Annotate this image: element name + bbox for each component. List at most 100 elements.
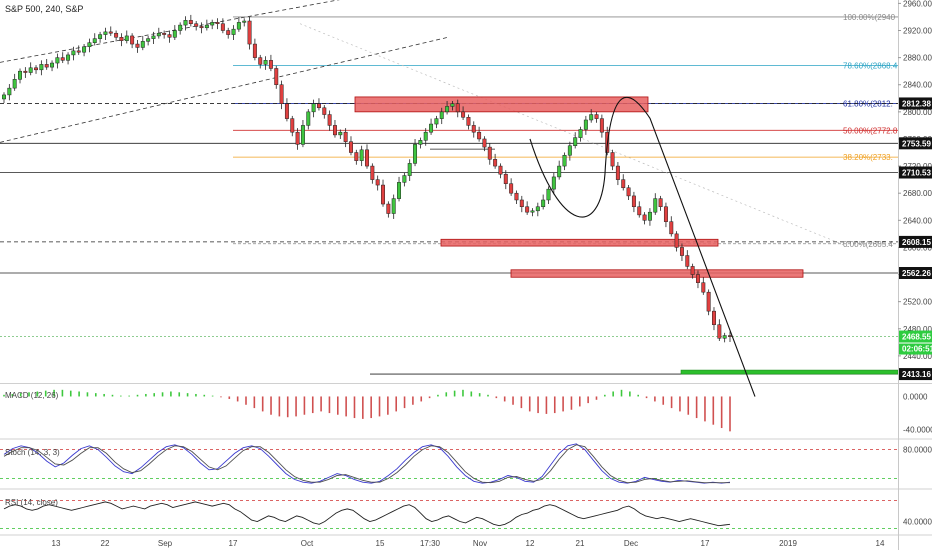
price-zone	[440, 238, 719, 247]
candle-down	[610, 152, 615, 167]
fib-level-label: 100.00%(2940	[843, 13, 896, 22]
candle-down	[461, 111, 466, 118]
grid	[0, 383, 932, 536]
candle-down	[728, 335, 732, 337]
candle-down	[701, 282, 706, 293]
candle-up	[530, 210, 535, 213]
candle-down	[685, 255, 690, 267]
candle-down	[594, 114, 599, 119]
candle-down	[284, 103, 289, 119]
candle-up	[445, 106, 450, 113]
chart-title: S&P 500, 240, S&P	[5, 4, 83, 14]
date-label: 2019	[779, 539, 797, 548]
price-badges: 2812.38 2753.59 2710.53 2608.15 2562.26 2413.…	[899, 97, 932, 381]
candle-up	[423, 131, 428, 141]
fib-level-label: 61.80%(2812.	[843, 99, 893, 108]
candle-down	[690, 266, 695, 275]
candle-up	[338, 131, 343, 136]
last-price-label: 2468.55	[902, 333, 931, 342]
candle-down	[477, 131, 482, 140]
date-label: Dec	[624, 539, 638, 548]
stoch-tick-label: 80.0000	[903, 446, 932, 455]
last-price-badge	[899, 330, 932, 343]
candle-down	[188, 20, 193, 24]
candle-down	[717, 324, 722, 339]
price-axis: 2960.002920.002880.002840.002800.002760.…	[898, 0, 932, 550]
price-badge	[899, 368, 932, 381]
candle-down	[258, 57, 263, 65]
candle-up	[210, 22, 215, 26]
candle-up	[98, 34, 103, 39]
price-badge	[899, 267, 932, 280]
candle-up	[124, 35, 129, 41]
candle-up	[242, 20, 247, 23]
countdown-badge	[899, 343, 932, 355]
supply-demand-zones	[354, 96, 804, 278]
rsi-label: RSI (14, close)	[5, 498, 58, 507]
candle-down	[706, 291, 711, 312]
candle-down	[679, 247, 684, 256]
cup-drawing	[529, 96, 756, 397]
cup-curve	[529, 96, 756, 397]
price-badge	[899, 235, 932, 248]
demand-base	[680, 369, 899, 375]
candle-down	[108, 31, 113, 34]
candle-down	[599, 118, 604, 133]
candle-up	[71, 50, 76, 56]
candle-up	[183, 20, 188, 26]
stoch-label: Stoch (14, 3, 3)	[5, 448, 60, 457]
candle-up	[450, 103, 455, 107]
candle-down	[669, 221, 674, 235]
candle-up	[429, 123, 434, 133]
candle-up	[562, 154, 567, 167]
candle-up	[87, 42, 92, 48]
candle-down	[199, 26, 204, 29]
candle-up	[178, 24, 183, 31]
candle-down	[332, 125, 337, 136]
candle-down	[252, 43, 257, 58]
date-label: 22	[101, 539, 110, 548]
candle-down	[663, 206, 668, 222]
candle-up	[306, 111, 311, 126]
candle-down	[220, 23, 225, 31]
date-label: Nov	[473, 539, 487, 548]
candle-down	[471, 125, 476, 133]
candle-down	[114, 32, 119, 38]
candle-up	[541, 199, 546, 208]
candle-up	[140, 41, 145, 48]
fib-level-label: 50.00%(2772.8	[843, 126, 898, 135]
price-badge	[899, 97, 932, 110]
candle-up	[236, 22, 241, 30]
candle-down	[621, 179, 626, 189]
candle-down	[167, 34, 172, 38]
price-tick-label: 2440.00	[903, 352, 932, 361]
time-axis: 13 22 Sep 17 Oct 15 17:30 Nov 12 21 Dec 17 2019 14	[52, 539, 885, 548]
date-label: 13	[52, 539, 61, 548]
price-zone	[354, 96, 649, 113]
macd-label: MACD (12, 26)	[5, 391, 59, 400]
candle-up	[172, 30, 177, 38]
price-tick-label: 2680.00	[903, 189, 932, 198]
candle-down	[637, 206, 642, 216]
candle-down	[23, 70, 28, 73]
price-tick-label: 2480.00	[903, 325, 932, 334]
candle-down	[343, 131, 348, 142]
candle-up	[653, 198, 658, 213]
candle-up	[535, 206, 540, 212]
candle-up	[103, 31, 108, 35]
candle-up	[50, 62, 55, 68]
rsi-pane	[0, 500, 898, 529]
countdown-label: 02:06:51	[902, 345, 932, 354]
candle-up	[311, 103, 316, 113]
candle-down	[503, 173, 508, 184]
candle-down	[290, 118, 295, 133]
price-tick-label: 2960.00	[903, 0, 932, 8]
candle-up	[82, 46, 87, 53]
candle-up	[28, 67, 33, 73]
candle-up	[300, 125, 305, 145]
candle-down	[519, 199, 524, 208]
candle-down	[130, 35, 135, 45]
candle-down	[695, 274, 700, 283]
stoch-pane	[0, 443, 898, 484]
